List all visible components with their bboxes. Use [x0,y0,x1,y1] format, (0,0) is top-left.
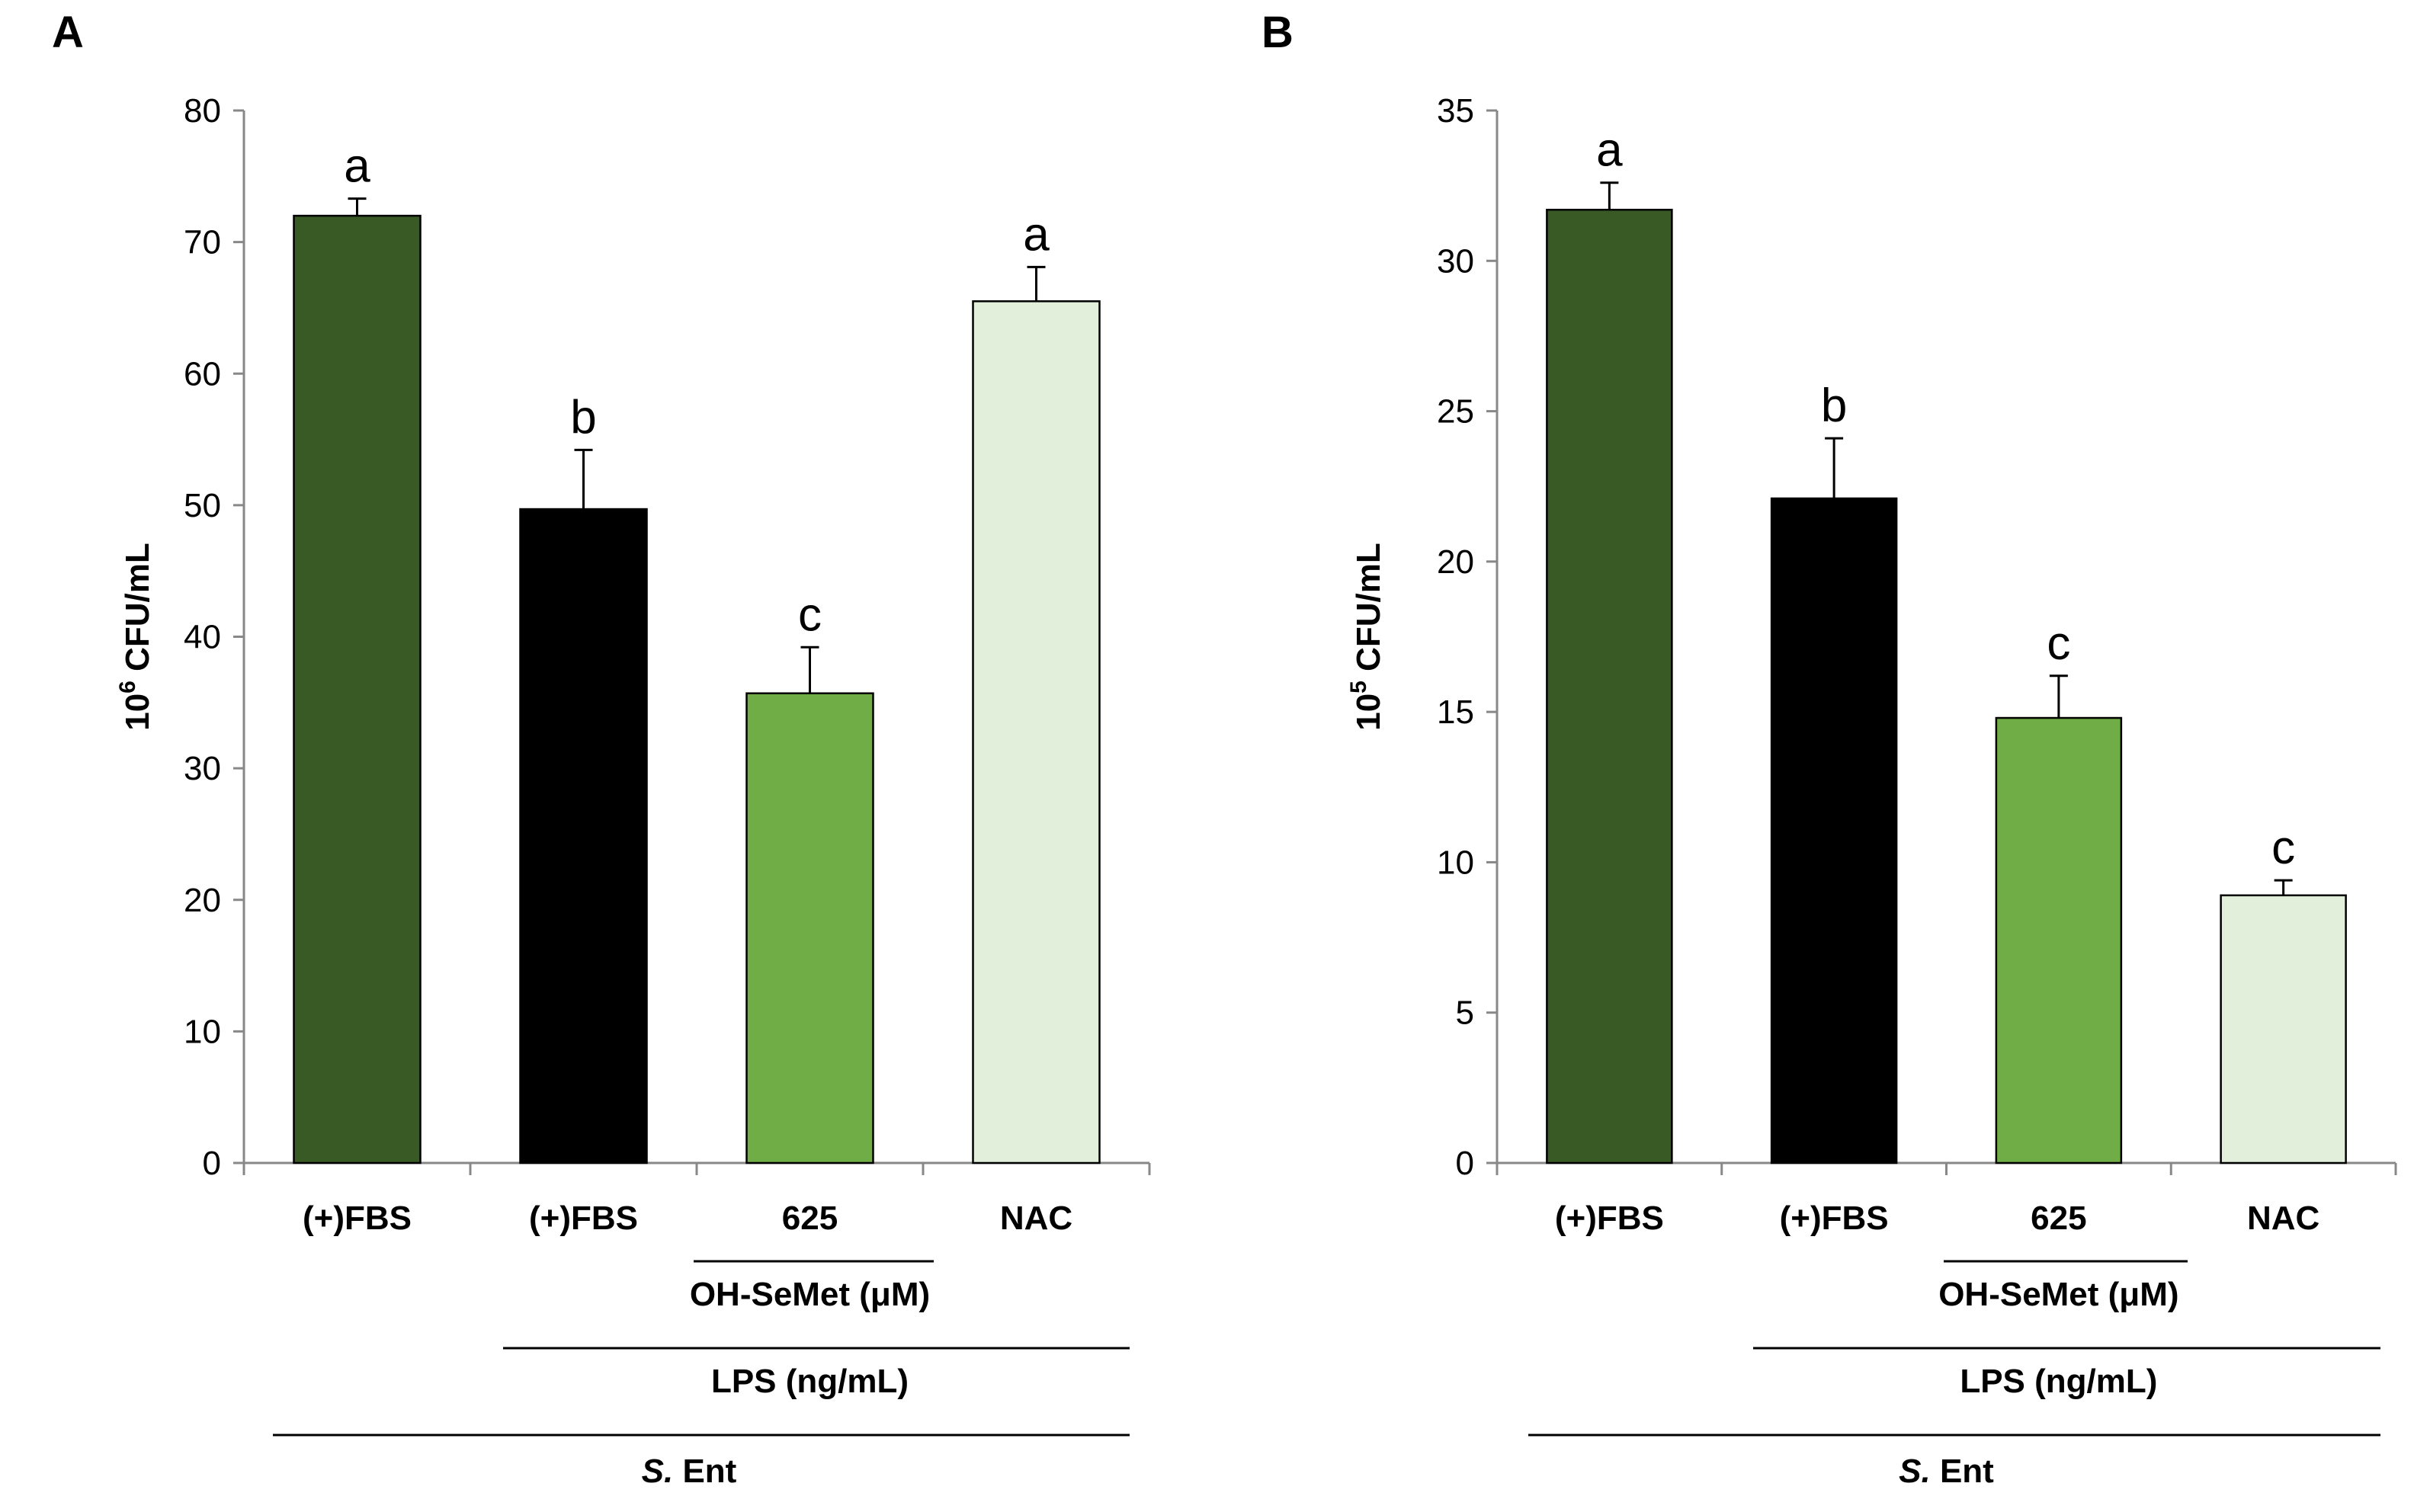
x-category-label: (+)FBS [529,1200,638,1237]
y-tick-label: 15 [1437,694,1474,731]
y-axis-label: 105 CFU/mL [1346,543,1387,731]
y-tick-label: 60 [184,355,221,392]
bar [1546,208,1673,1164]
group-label: OH-SeMet (μM) [690,1276,930,1313]
bar [293,214,422,1164]
significance-letter: b [570,391,596,444]
y-tick-label: 50 [184,487,221,524]
x-category-label: 625 [782,1200,838,1237]
y-tick-label: 30 [1437,242,1474,280]
y-tick-label: 10 [184,1013,221,1050]
x-category-label: NAC [1000,1200,1072,1237]
y-tick-label: 20 [184,882,221,919]
chart-panel-b: B 0 5 10 15 20 25 30 35 105 CFU/mL a (+)FBS b (+)FBS c… [1261,8,2397,1490]
panel-letter: A [52,8,84,57]
significance-letter: c [798,588,822,641]
chart-panel-a: A 0 10 20 30 40 50 60 70 80 106 CFU/mL a (+)FBS b (+)F… [52,8,1151,1490]
bar [745,692,874,1164]
y-tick-label: 0 [1456,1145,1474,1182]
bar [972,300,1101,1164]
panel-letter: B [1261,8,1294,57]
x-category-label: (+)FBS [303,1200,412,1237]
error-bar [348,197,367,216]
y-tick-label: 35 [1437,92,1474,130]
group-label: LPS (ng/mL) [1960,1363,2157,1400]
y-tick-label: 0 [203,1145,221,1182]
x-category-label: 625 [2031,1200,2086,1237]
significance-letter: c [2047,617,2070,670]
error-bar [1027,265,1046,302]
y-tick-label: 30 [184,750,221,787]
error-bar [2049,674,2068,719]
error-bar [1825,437,1844,498]
y-tick-label: 40 [184,619,221,656]
significance-letter: a [1596,124,1623,177]
error-bar [574,448,593,510]
y-tick-label: 10 [1437,844,1474,881]
group-label: OH-SeMet (μM) [1938,1276,2178,1313]
bar [1770,497,1898,1164]
bar [519,508,648,1164]
significance-letter: a [344,140,370,193]
significance-letter: a [1023,208,1050,261]
bar [1995,716,2123,1164]
y-tick-label: 5 [1456,995,1474,1032]
y-tick-label: 70 [184,224,221,261]
y-tick-label: 25 [1437,393,1474,431]
x-category-label: (+)FBS [1780,1200,1889,1237]
y-tick-label: 80 [184,92,221,130]
error-bar [800,645,819,694]
x-category-label: (+)FBS [1555,1200,1664,1237]
group-label: S. Ent [642,1453,737,1490]
group-label: S. Ent [1899,1453,1994,1490]
y-axis-label: 106 CFU/mL [115,543,156,731]
x-category-label: NAC [2247,1200,2319,1237]
y-tick-label: 20 [1437,543,1474,581]
significance-letter: b [1821,380,1847,432]
error-bar [2274,879,2293,895]
error-bar [1600,181,1619,210]
bar [2220,894,2347,1164]
group-label: LPS (ng/mL) [711,1363,909,1400]
significance-letter: c [2271,822,2295,874]
